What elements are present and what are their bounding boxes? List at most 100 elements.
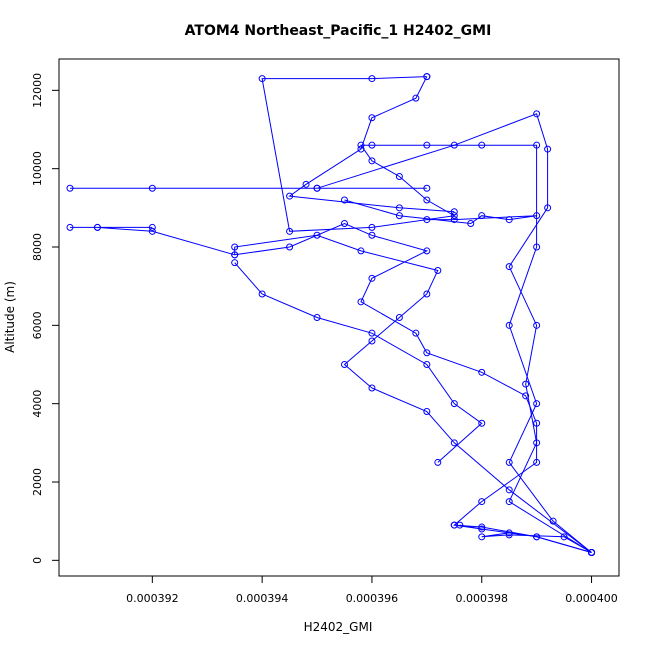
data-point bbox=[505, 529, 513, 537]
x-tick-label: 0.000398 bbox=[455, 592, 508, 605]
data-point bbox=[423, 141, 431, 149]
data-point bbox=[434, 458, 442, 466]
series-line bbox=[234, 234, 592, 553]
y-tick-label: 8000 bbox=[31, 233, 44, 261]
data-point bbox=[423, 216, 431, 224]
data-point bbox=[544, 204, 552, 212]
data-point bbox=[505, 458, 513, 466]
y-axis-label: Altitude (m) bbox=[3, 281, 17, 353]
data-point bbox=[313, 184, 321, 192]
data-point bbox=[66, 223, 74, 231]
series-3 bbox=[231, 231, 596, 556]
y-tick-label: 0 bbox=[31, 557, 44, 564]
data-point bbox=[478, 523, 486, 531]
data-point bbox=[478, 368, 486, 376]
series-5 bbox=[231, 259, 486, 466]
chart-title: ATOM4 Northeast_Pacific_1 H2402_GMI bbox=[185, 23, 492, 39]
data-point bbox=[478, 533, 486, 541]
data-point bbox=[423, 247, 431, 255]
data-point bbox=[505, 486, 513, 494]
y-tick-label: 10000 bbox=[31, 151, 44, 186]
data-point bbox=[450, 212, 458, 220]
series-line bbox=[261, 76, 592, 553]
x-tick-label: 0.000394 bbox=[236, 592, 289, 605]
series-line bbox=[454, 524, 592, 553]
data-point bbox=[368, 337, 376, 345]
data-point bbox=[395, 204, 403, 212]
data-point bbox=[478, 419, 486, 427]
data-point bbox=[148, 227, 156, 235]
data-point bbox=[368, 157, 376, 165]
data-point bbox=[505, 216, 513, 224]
data-point bbox=[423, 73, 431, 81]
data-point bbox=[302, 180, 310, 188]
data-point bbox=[560, 533, 568, 541]
data-point bbox=[522, 392, 530, 400]
data-point bbox=[368, 329, 376, 337]
series-line bbox=[288, 76, 455, 213]
data-point bbox=[478, 141, 486, 149]
data-point bbox=[588, 549, 596, 556]
data-point bbox=[313, 231, 321, 239]
data-point bbox=[478, 525, 486, 533]
data-point bbox=[231, 259, 239, 267]
series-line bbox=[234, 262, 483, 463]
data-point bbox=[368, 274, 376, 282]
data-point bbox=[148, 223, 156, 231]
data-point bbox=[357, 298, 365, 306]
data-point bbox=[395, 212, 403, 220]
series-4 bbox=[450, 521, 596, 556]
data-point bbox=[450, 439, 458, 447]
data-point bbox=[258, 75, 266, 83]
data-point bbox=[412, 94, 420, 102]
plot-frame bbox=[58, 58, 620, 577]
y-tick-label: 4000 bbox=[31, 390, 44, 418]
data-point bbox=[423, 196, 431, 204]
data-point bbox=[340, 196, 348, 204]
series-7 bbox=[286, 73, 458, 216]
data-point bbox=[286, 227, 294, 235]
data-point bbox=[450, 216, 458, 224]
y-tick-label: 12000 bbox=[31, 73, 44, 108]
series-6 bbox=[340, 196, 541, 227]
series-1 bbox=[66, 110, 596, 556]
data-point bbox=[395, 314, 403, 321]
data-point bbox=[258, 290, 266, 298]
data-point bbox=[395, 173, 403, 180]
data-point bbox=[368, 223, 376, 231]
data-point bbox=[533, 110, 541, 118]
data-point bbox=[505, 498, 513, 506]
data-point bbox=[456, 521, 464, 529]
data-point bbox=[231, 251, 239, 259]
data-point bbox=[423, 361, 431, 368]
data-point bbox=[544, 145, 552, 153]
data-point bbox=[478, 212, 486, 220]
data-point bbox=[368, 114, 376, 122]
data-point bbox=[533, 400, 541, 408]
data-point bbox=[478, 498, 486, 506]
data-point bbox=[533, 141, 541, 149]
data-point bbox=[368, 75, 376, 83]
data-point bbox=[533, 212, 541, 220]
data-point bbox=[340, 361, 348, 368]
data-point bbox=[505, 321, 513, 329]
data-point bbox=[286, 243, 294, 251]
data-point bbox=[313, 314, 321, 321]
data-point bbox=[533, 243, 541, 251]
data-point bbox=[522, 380, 530, 388]
x-axis: 0.000392 0.000394 0.000396 0.000398 0.000400 bbox=[126, 576, 618, 605]
data-point bbox=[533, 321, 541, 329]
data-point bbox=[423, 408, 431, 415]
data-point bbox=[231, 243, 239, 251]
series-2 bbox=[258, 73, 596, 556]
series-line bbox=[70, 222, 592, 553]
y-tick-label: 2000 bbox=[31, 468, 44, 496]
data-point bbox=[533, 419, 541, 427]
data-point bbox=[423, 184, 431, 192]
data-point bbox=[286, 192, 294, 200]
data-point bbox=[93, 223, 101, 231]
data-point bbox=[368, 384, 376, 392]
data-point bbox=[467, 220, 475, 227]
data-point bbox=[66, 184, 74, 192]
